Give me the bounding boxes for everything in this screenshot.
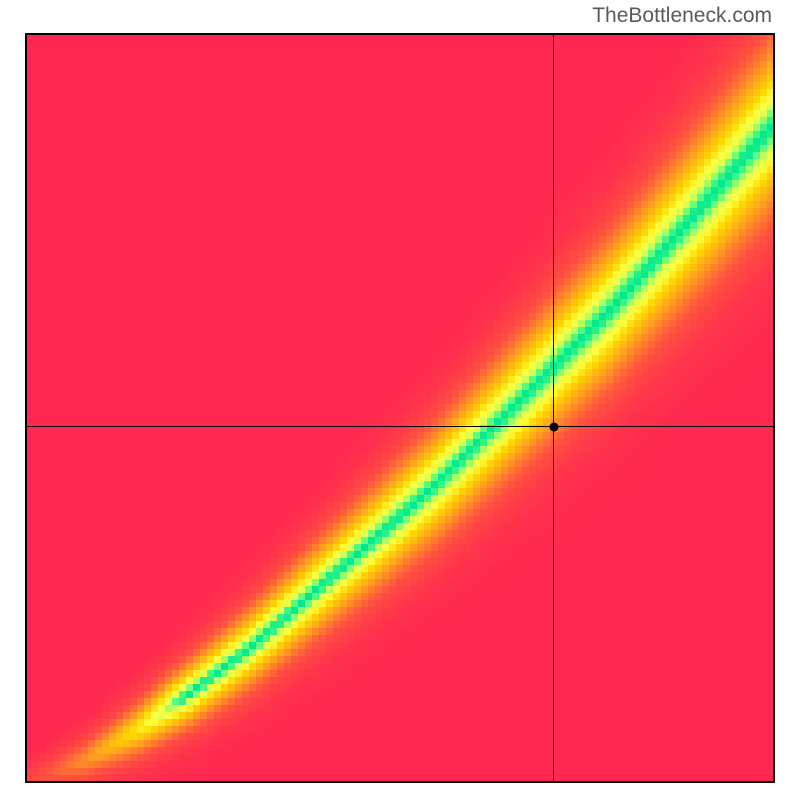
- heatmap-canvas: [25, 33, 775, 783]
- chart-container: TheBottleneck.com: [0, 0, 800, 800]
- watermark-text: TheBottleneck.com: [592, 4, 772, 28]
- heatmap-plot: [25, 33, 775, 783]
